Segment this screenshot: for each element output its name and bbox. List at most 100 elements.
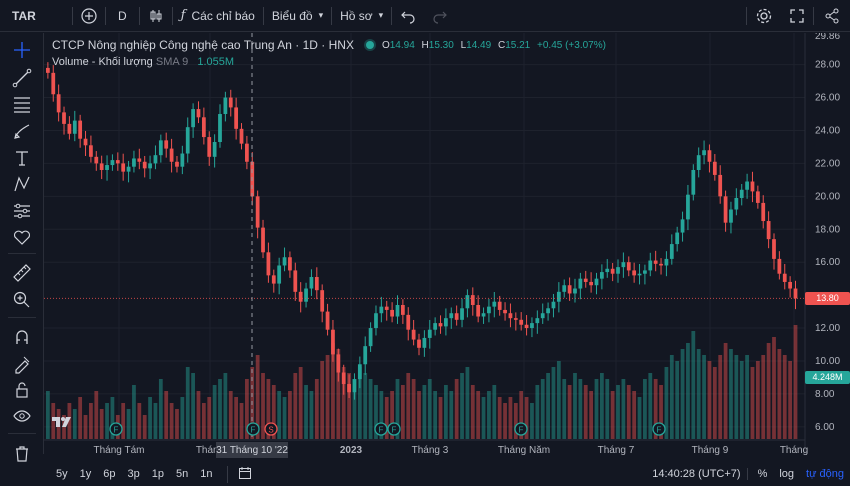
candles-type-button[interactable] <box>140 0 172 32</box>
profile-menu[interactable]: Hồ sơ ▾ <box>332 0 391 32</box>
measure-tool[interactable] <box>11 262 33 284</box>
candle-body <box>196 109 201 118</box>
candle-body <box>578 278 583 289</box>
candle-body <box>669 244 674 259</box>
favorites-tool[interactable] <box>11 226 33 248</box>
volume-bar <box>702 355 706 439</box>
volume-bar <box>196 391 201 439</box>
candle-body <box>729 209 733 223</box>
volume-bar <box>137 403 142 439</box>
series-title: CTCP Nông nghiệp Công nghệ cao Trung An … <box>52 38 354 52</box>
volume-bar <box>384 397 389 439</box>
range-1m[interactable]: 1p <box>151 468 164 480</box>
candle-body <box>293 270 298 292</box>
forecast-tool[interactable] <box>11 200 33 222</box>
candle-body <box>62 112 66 124</box>
event-marker-label: F <box>392 426 397 435</box>
volume-bar <box>643 379 647 439</box>
text-tool[interactable] <box>11 147 33 169</box>
range-1y[interactable]: 1y <box>79 468 92 480</box>
candle-body <box>212 142 217 157</box>
price-chart[interactable]: 28.00 26.00 24.00 22.00 20.00 18.00 16.00 12.00… <box>44 33 850 486</box>
volume-bar <box>180 397 185 439</box>
lock-drawings-tool[interactable] <box>11 353 33 375</box>
trash-icon <box>16 446 28 462</box>
divider <box>171 6 173 25</box>
candle-body <box>67 123 72 134</box>
volume-bar <box>169 403 174 439</box>
share-button[interactable] <box>814 0 850 32</box>
remove-drawings-button[interactable] <box>11 443 33 465</box>
range-1d[interactable]: 1n <box>200 468 213 480</box>
candle-body <box>540 313 545 319</box>
brush-tool[interactable] <box>11 120 33 142</box>
eye-icon <box>13 410 31 422</box>
fullscreen-icon <box>790 9 804 23</box>
auto-scale-toggle[interactable]: tự động <box>806 468 844 480</box>
candle-body <box>788 281 793 289</box>
symbol-search-button[interactable]: TAR <box>0 0 72 32</box>
close-value: 15.21 <box>505 39 531 51</box>
volume-bar <box>460 373 464 439</box>
volume-bar <box>309 391 314 439</box>
volume-bar <box>637 397 642 439</box>
volume-bar <box>266 379 271 439</box>
volume-bar <box>110 397 115 439</box>
volume-bar <box>105 403 109 439</box>
candle-body <box>153 155 158 164</box>
volume-bar <box>567 385 572 439</box>
candle-body <box>320 290 325 312</box>
candle-body <box>675 232 680 245</box>
volume-bar <box>481 397 486 439</box>
log-toggle[interactable]: log <box>779 468 795 480</box>
volume-bar <box>336 349 341 439</box>
candles-icon <box>150 9 162 22</box>
magnet-tool[interactable] <box>11 326 33 348</box>
settings-button[interactable] <box>747 0 781 32</box>
compare-button[interactable] <box>73 0 105 32</box>
chevron-down-icon: ▾ <box>318 10 324 20</box>
fib-tool[interactable] <box>11 93 33 115</box>
bottom-toolbar: 5y 1y 6p 3p 1p 5n 1n 14:40:28 (UTC+7) % … <box>44 462 850 486</box>
clock-display[interactable]: 14:40:28 (UTC+7) <box>652 468 741 480</box>
volume-bar <box>132 385 136 439</box>
lock-draw-icon <box>15 356 30 374</box>
forecast-icon <box>14 203 30 219</box>
chart-type-menu[interactable]: Biểu đồ ▾ <box>264 0 331 32</box>
change-value: +0.45 (+3.07%) <box>537 39 606 51</box>
fullscreen-button[interactable] <box>781 0 813 32</box>
lock-tool[interactable] <box>11 379 33 401</box>
candle-body <box>680 219 685 233</box>
price-top-label: 29.86 <box>815 33 840 42</box>
volume-bar <box>621 379 626 439</box>
candle-body <box>707 150 712 162</box>
range-5d[interactable]: 5n <box>176 468 189 480</box>
volume-bar <box>357 367 362 439</box>
candle-body <box>793 288 798 299</box>
event-marker-icon <box>246 422 260 436</box>
range-6m[interactable]: 6p <box>103 468 116 480</box>
indicators-button[interactable]: ƒ Các chỉ báo <box>173 0 263 32</box>
range-5y[interactable]: 5y <box>56 468 68 480</box>
volume-bar <box>282 397 287 439</box>
zoom-tool[interactable] <box>11 289 33 311</box>
range-3m[interactable]: 3p <box>127 468 140 480</box>
volume-label: Volume - Khối lượng <box>52 56 153 68</box>
interval-button[interactable]: D <box>106 0 139 32</box>
gear-icon <box>756 8 772 24</box>
go-to-date-button[interactable] <box>226 465 258 483</box>
fx-icon: ƒ <box>180 8 186 23</box>
undo-button[interactable] <box>392 0 424 32</box>
trendline-tool[interactable] <box>11 67 33 89</box>
volume-bar <box>573 373 577 439</box>
crosshair-tool[interactable] <box>11 39 33 61</box>
volume-bar <box>594 379 599 439</box>
candle-body <box>223 97 228 115</box>
pattern-tool[interactable] <box>11 173 33 195</box>
percent-toggle[interactable]: % <box>746 468 774 480</box>
visibility-tool[interactable] <box>11 405 33 427</box>
tradingview-logo-icon <box>52 417 71 427</box>
volume-bar <box>487 391 491 439</box>
candle-body <box>449 313 454 319</box>
redo-button[interactable] <box>424 0 456 32</box>
